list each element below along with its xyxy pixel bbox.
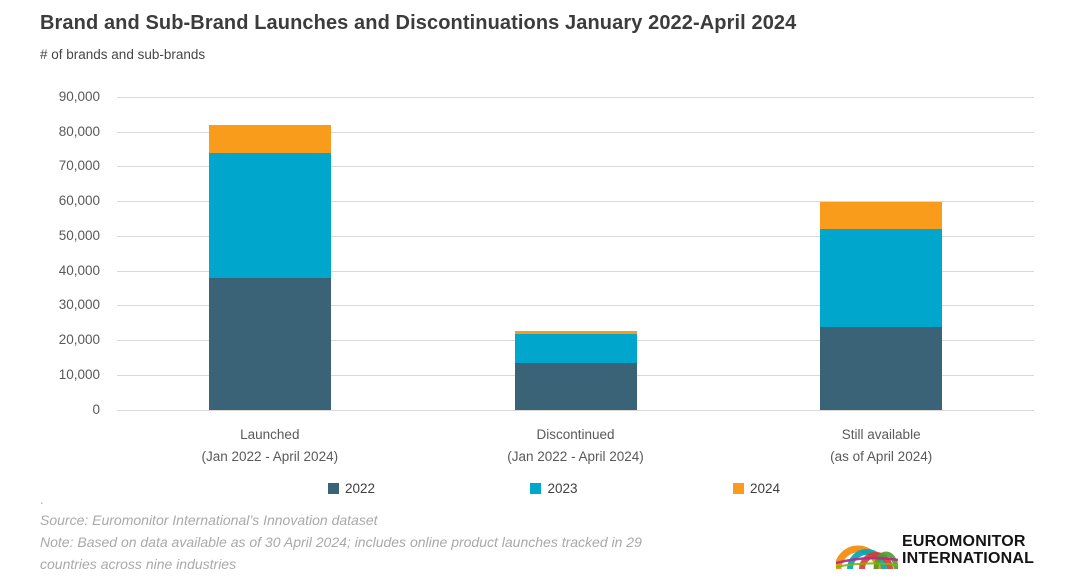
legend-label: 2024	[749, 481, 780, 496]
source-line: Source: Euromonitor International’s Inno…	[40, 512, 378, 528]
note-line-1: Note: Based on data available as of 30 A…	[40, 534, 642, 550]
x-tick-label-line1: Still available	[841, 427, 921, 442]
y-tick-label: 90,000	[58, 89, 100, 104]
euromonitor-logo: EUROMONITOR INTERNATIONAL	[836, 526, 1034, 574]
note-line-2: countries across nine industries	[40, 556, 237, 572]
y-tick-label: 0	[92, 401, 100, 417]
gridline	[117, 201, 1034, 203]
x-tick-label-line2: (Jan 2022 - April 2024)	[507, 449, 644, 464]
footer-dot: .	[40, 492, 44, 507]
x-tick-label-line2: (as of April 2024)	[830, 449, 933, 464]
bar-stack-discontinued	[514, 98, 637, 410]
bar-segment-2023	[820, 229, 943, 327]
bar-segment-2023	[514, 333, 637, 364]
x-tick-label-line1: Launched	[240, 427, 300, 442]
x-tick-label: Still available (as of April 2024)	[741, 424, 1021, 468]
bar-segment-2022	[514, 363, 637, 410]
gridline	[117, 235, 1034, 237]
gridline	[117, 97, 1034, 98]
legend-swatch-icon	[530, 483, 542, 494]
bar-segment-2022	[820, 326, 943, 410]
plot-area	[117, 97, 1034, 411]
gridline	[117, 305, 1034, 307]
x-tick-label-line2: (Jan 2022 - April 2024)	[201, 449, 339, 464]
gridline	[117, 166, 1034, 168]
y-tick-label: 20,000	[58, 332, 100, 348]
legend-label: 2022	[345, 481, 376, 496]
logo-arcs-icon	[836, 545, 898, 570]
bar-segment-2022	[208, 278, 331, 410]
y-tick-label: 80,000	[58, 123, 100, 139]
y-tick-label: 10,000	[58, 366, 100, 382]
footer-notes: Source: Euromonitor International’s Inno…	[40, 509, 642, 575]
y-tick-label: 70,000	[58, 158, 100, 174]
chart-title: Brand and Sub-Brand Launches and Discont…	[40, 12, 797, 34]
bar-segment-2024	[514, 331, 637, 334]
legend-item-2023: 2023	[530, 481, 578, 496]
logo-text: EUROMONITOR INTERNATIONAL	[902, 533, 1034, 567]
y-tick-label: 30,000	[58, 297, 100, 313]
gridline	[117, 131, 1034, 133]
y-tick-label: 40,000	[58, 262, 100, 278]
x-tick-label: Discontinued (Jan 2022 - April 2024)	[436, 424, 716, 468]
y-tick-label: 60,000	[58, 193, 100, 209]
bar-segment-2023	[208, 153, 331, 279]
legend-swatch-icon	[732, 483, 744, 494]
legend-swatch-icon	[328, 483, 339, 494]
gridline	[117, 409, 1034, 411]
bar-segment-2024	[208, 125, 331, 154]
logo-line-2: INTERNATIONAL	[902, 550, 1035, 567]
logo-line-1: EUROMONITOR	[902, 533, 1026, 550]
bar-stack-still-available	[820, 98, 943, 410]
gridline	[117, 270, 1034, 272]
y-tick-label: 50,000	[58, 227, 100, 243]
legend-item-2024: 2024	[732, 481, 780, 496]
bar-segment-2024	[820, 201, 943, 230]
x-tick-label: Launched (Jan 2022 - April 2024)	[130, 424, 410, 468]
bar-stack-launched	[208, 98, 331, 410]
legend-item-2022: 2022	[328, 481, 375, 496]
legend-label: 2023	[547, 481, 578, 496]
chart-subtitle: # of brands and sub-brands	[40, 47, 206, 62]
x-tick-label-line1: Discontinued	[536, 427, 615, 442]
legend: 2022 2023 2024	[328, 481, 780, 496]
